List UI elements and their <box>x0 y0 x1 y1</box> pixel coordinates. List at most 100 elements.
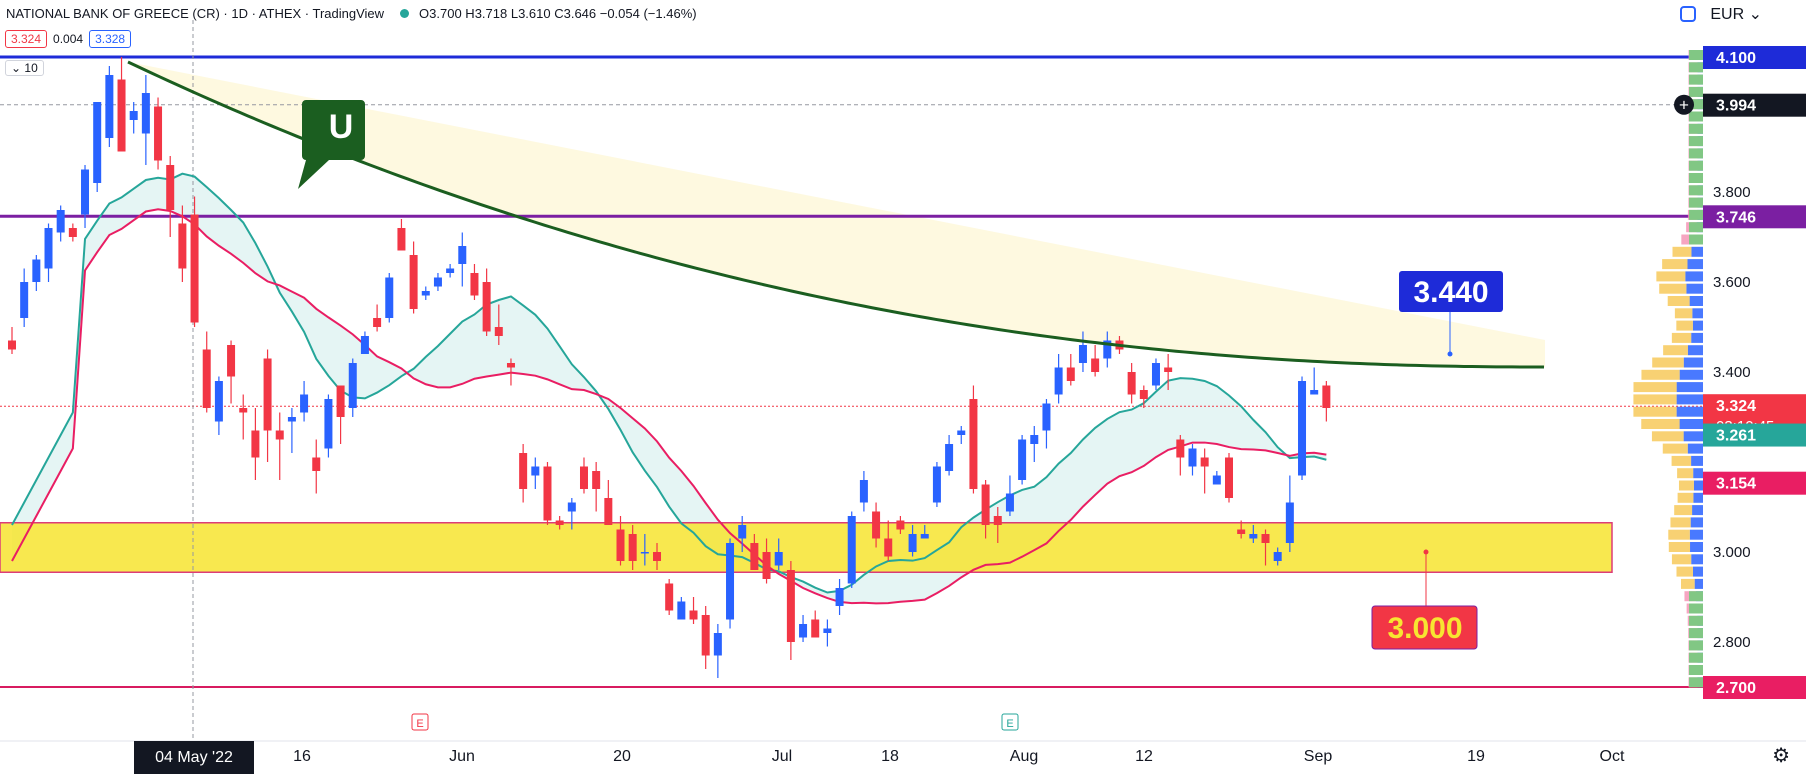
candle-body <box>117 79 126 152</box>
x-tick-label: 12 <box>1135 748 1153 765</box>
candle-body <box>531 466 540 476</box>
candle-body <box>446 268 455 273</box>
volume-profile-bar <box>1689 185 1703 196</box>
x-tick-label: 18 <box>881 748 899 765</box>
x-tick-label: 16 <box>293 748 311 765</box>
volume-profile-bar <box>1674 308 1693 319</box>
candle-body <box>884 538 893 557</box>
candle-body <box>458 246 467 264</box>
candle-body <box>1176 439 1185 458</box>
candle-body <box>93 102 102 183</box>
candle-body <box>1310 390 1319 395</box>
candle-body <box>957 430 966 435</box>
x-tick-label: Jun <box>449 748 475 765</box>
candle-body <box>385 277 394 318</box>
candle-body <box>1054 367 1063 395</box>
candle-body <box>275 430 284 440</box>
candle-body <box>823 628 832 633</box>
gear-icon[interactable]: ⚙ <box>1772 745 1790 767</box>
volume-profile-bar <box>1677 468 1694 479</box>
price-label-box <box>1703 46 1806 69</box>
add-alert-icon[interactable] <box>1674 94 1694 115</box>
volume-profile-bar <box>1680 578 1695 589</box>
candle-body <box>263 358 272 431</box>
volume-profile-bar <box>1641 369 1680 380</box>
volume-profile-bar <box>1689 111 1703 122</box>
volume-profile-bar <box>1689 234 1703 245</box>
candle-body <box>945 444 954 471</box>
volume-profile-bar <box>1670 517 1691 528</box>
candle-body <box>105 75 114 138</box>
candle-body <box>592 471 601 489</box>
candle-body <box>166 165 175 210</box>
candle-body <box>932 466 941 503</box>
candle-body <box>1005 493 1014 512</box>
candle-body <box>555 520 564 525</box>
volume-profile-bar <box>1679 419 1703 429</box>
candle-body <box>1042 403 1051 431</box>
crosshair-date-box <box>134 741 254 774</box>
candle-body <box>81 169 90 215</box>
candle-body <box>774 552 783 566</box>
volume-profile-bar <box>1683 357 1703 368</box>
volume-profile-bar <box>1676 394 1703 405</box>
volume-profile-bar <box>1687 345 1703 356</box>
candle-body <box>543 466 552 521</box>
candle-body <box>202 349 211 408</box>
candle-body <box>738 525 747 539</box>
candle-body <box>920 534 929 539</box>
x-tick-label: Sep <box>1304 748 1333 765</box>
volume-profile-bar <box>1689 591 1703 602</box>
ma-upper-line <box>11 172 1327 594</box>
volume-profile-bar <box>1677 492 1694 503</box>
earnings-marker <box>411 713 429 731</box>
volume-profile-bar <box>1689 665 1703 675</box>
candle-body <box>616 529 625 561</box>
compare-icon[interactable] <box>1680 6 1697 22</box>
candle-body <box>214 381 223 422</box>
volume-profile-bar <box>1674 505 1693 516</box>
volume-profile-bar <box>1689 99 1703 110</box>
indicator-toggle[interactable]: ⌄ 10 <box>5 60 44 76</box>
candle-body <box>567 502 576 512</box>
candle-body <box>1151 363 1160 386</box>
candle-body <box>1261 534 1270 543</box>
candle-body <box>141 93 150 134</box>
y-tick-label: 3.000 <box>1713 544 1751 561</box>
volume-profile-bar <box>1689 640 1703 651</box>
volume-profile-bar <box>1676 320 1693 331</box>
candle-body <box>628 534 637 561</box>
bid-button[interactable]: 3.324 <box>5 30 48 48</box>
candle-body <box>1200 457 1209 467</box>
candle-body <box>44 228 53 269</box>
price-label: 3.994 <box>1716 98 1756 115</box>
candle-body <box>799 624 808 638</box>
candle-body <box>1273 552 1282 561</box>
candle-body <box>1066 367 1075 381</box>
candle-body <box>20 282 29 318</box>
candle-body <box>786 570 795 642</box>
market-status-icon <box>400 9 410 18</box>
volume-profile-bar <box>1693 480 1703 491</box>
price-label-box <box>1703 676 1806 699</box>
currency-select[interactable]: EUR ⌄ <box>1710 6 1762 23</box>
cup-resistance-curve <box>127 60 1545 369</box>
candle-body <box>1030 435 1039 444</box>
target-down-box <box>1371 605 1478 650</box>
volume-profile-bar <box>1689 296 1703 306</box>
volume-profile-bar <box>1692 308 1703 319</box>
candle-body <box>1237 529 1246 534</box>
symbol-title[interactable]: NATIONAL BANK OF GREECE (CR) · 1D · ATHE… <box>6 6 385 21</box>
target-down-dot <box>1423 549 1429 555</box>
ask-button[interactable]: 3.328 <box>89 30 132 48</box>
target-down-label: 3.000 <box>1387 612 1462 645</box>
candle-body <box>579 466 588 489</box>
volume-profile-bar <box>1689 86 1703 97</box>
candle-body <box>811 619 820 638</box>
volume-profile-bar <box>1671 455 1692 466</box>
candle-body <box>8 340 16 350</box>
candle-body <box>1127 372 1136 395</box>
candle-body <box>677 601 686 620</box>
add-alert-plus: + <box>1679 96 1689 115</box>
